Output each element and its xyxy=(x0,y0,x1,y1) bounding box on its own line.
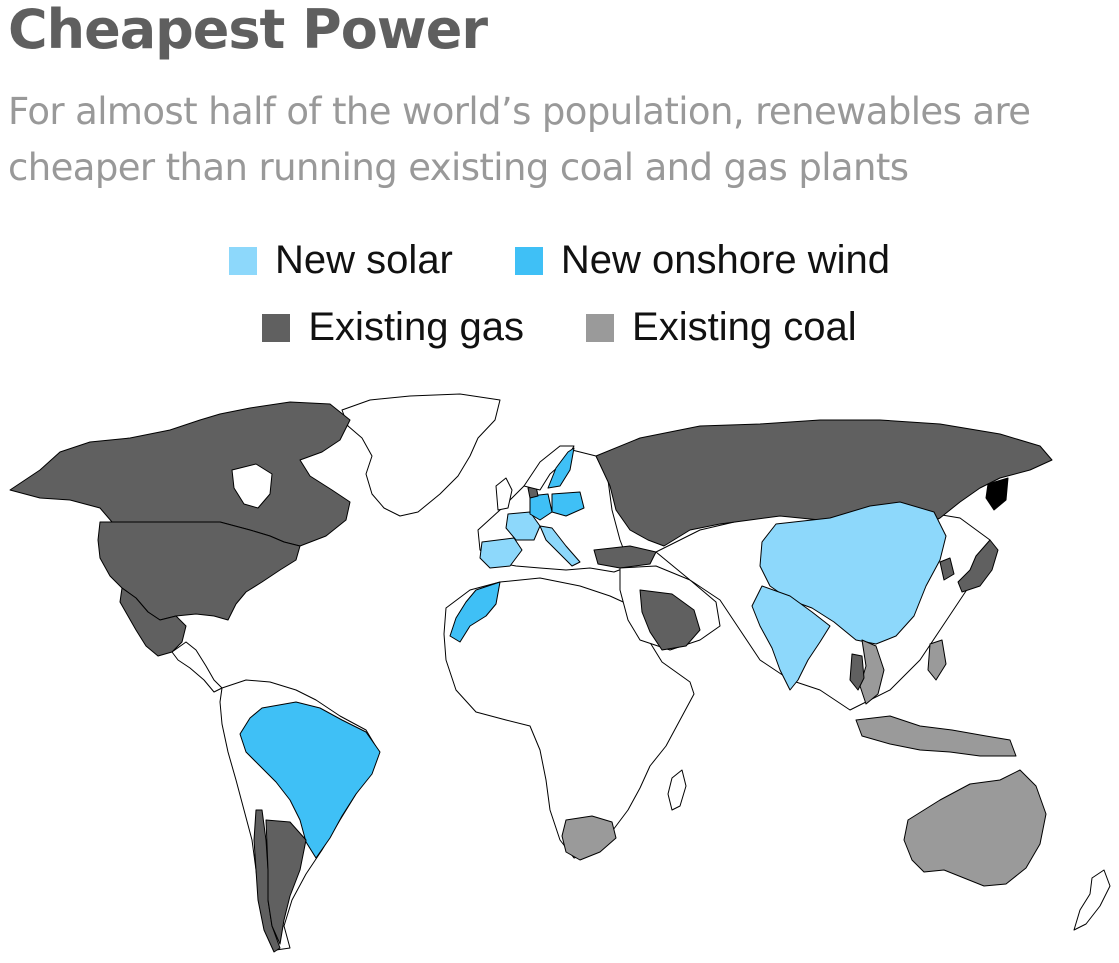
region-madagascar xyxy=(667,769,687,811)
region-united-states xyxy=(97,521,301,621)
region-philippines xyxy=(927,639,947,681)
swatch-existing-coal xyxy=(586,313,615,342)
legend-label-new-solar: New solar xyxy=(275,238,453,282)
world-map xyxy=(9,393,1111,953)
region-new-zealand xyxy=(1073,869,1111,931)
region-saudi-arabia xyxy=(639,589,701,651)
region-russia xyxy=(595,419,1053,547)
region-china xyxy=(759,501,947,645)
region-india xyxy=(751,585,831,691)
region-south-korea xyxy=(939,557,955,581)
region-hudson-bay xyxy=(231,463,273,509)
region-chile xyxy=(253,809,281,953)
region-sweden xyxy=(547,447,575,489)
legend-item-new-solar: New solar xyxy=(229,238,453,283)
region-germany xyxy=(529,493,553,521)
region-vietnam xyxy=(859,639,885,705)
legend-label-new-onshore-wind: New onshore wind xyxy=(560,238,890,282)
region-africa xyxy=(443,577,695,859)
legend-row-2: Existing gas Existing coal xyxy=(0,305,1119,350)
swatch-new-solar xyxy=(229,246,258,275)
legend-label-existing-coal: Existing coal xyxy=(632,305,857,349)
region-uk xyxy=(495,477,513,511)
region-italy xyxy=(539,525,581,567)
region-morocco xyxy=(449,581,501,643)
region-central-america xyxy=(171,641,223,693)
legend-item-new-onshore-wind: New onshore wind xyxy=(514,238,890,283)
swatch-new-onshore-wind xyxy=(514,246,543,275)
chart-subtitle: For almost half of the world’s populatio… xyxy=(8,90,1031,189)
region-japan xyxy=(957,539,999,593)
legend-item-existing-gas: Existing gas xyxy=(262,305,524,350)
legend-row-1: New solar New onshore wind xyxy=(0,238,1119,283)
legend-item-existing-coal: Existing coal xyxy=(586,305,857,350)
region-mexico xyxy=(119,587,187,657)
region-turkey xyxy=(593,545,657,569)
region-thailand xyxy=(849,653,865,691)
region-australia xyxy=(903,769,1047,887)
region-poland xyxy=(551,491,585,517)
legend-label-existing-gas: Existing gas xyxy=(308,305,525,349)
swatch-existing-gas xyxy=(262,313,291,342)
region-brazil xyxy=(239,701,381,859)
region-kamchatka xyxy=(985,477,1009,511)
region-indonesia xyxy=(855,715,1017,757)
region-greenland xyxy=(341,393,501,517)
region-argentina xyxy=(265,819,307,945)
chart-title: Cheapest Power xyxy=(8,0,488,61)
region-south-africa xyxy=(561,815,617,861)
